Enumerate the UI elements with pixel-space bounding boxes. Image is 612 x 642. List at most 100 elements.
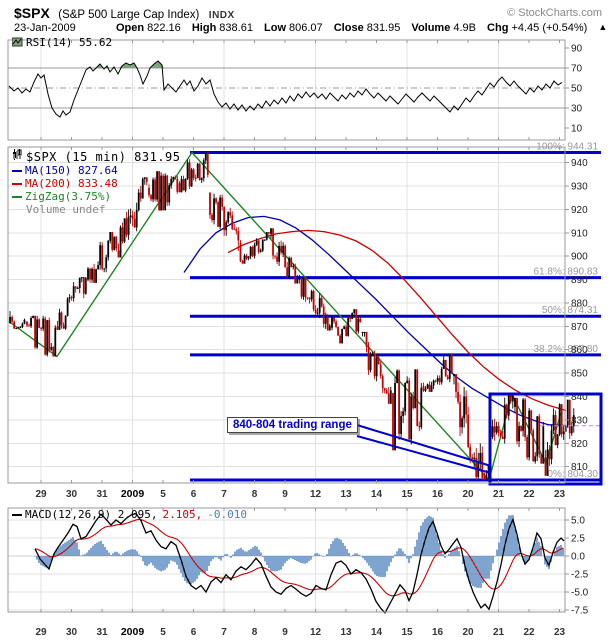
candle-body <box>176 178 179 192</box>
macd-histogram-bar <box>474 556 476 587</box>
macd-histogram-bar <box>502 528 504 556</box>
candle-body <box>345 326 348 336</box>
candle-body <box>44 318 47 355</box>
candle-body <box>135 210 138 228</box>
candle-body <box>186 162 189 179</box>
candle-body <box>123 218 126 242</box>
candle-body <box>361 331 364 333</box>
candle-body <box>465 396 468 415</box>
candle-body <box>335 321 337 327</box>
macd-histogram-bar <box>298 556 300 563</box>
up-triangle-icon: ▲ <box>598 22 608 32</box>
price-x-label: 9 <box>282 489 288 500</box>
candle-body <box>243 255 246 264</box>
candle-body <box>84 278 87 294</box>
macd-histogram-bar <box>538 541 540 556</box>
rsi-panel-background <box>8 40 565 140</box>
macd-histogram-bar <box>188 556 190 584</box>
price-x-label: 23 <box>554 489 566 500</box>
candle-body <box>209 192 211 215</box>
candle-body <box>322 306 325 324</box>
trading-range-annotation: 840-804 trading range <box>227 417 358 433</box>
candle-body <box>503 404 506 439</box>
candle-body <box>570 426 573 434</box>
candle-body <box>172 177 175 180</box>
candle-body <box>353 309 356 313</box>
macd-histogram-bar <box>288 556 290 560</box>
macd-histogram-bar <box>424 519 426 556</box>
macd-histogram-bar <box>544 556 546 565</box>
candle-body <box>396 370 398 384</box>
macd-histogram-bar <box>460 555 462 557</box>
macd-x-label: 21 <box>493 627 505 638</box>
candle-body <box>93 268 95 283</box>
candle-body <box>56 326 59 330</box>
macd-histogram-bar <box>320 555 322 556</box>
macd-histogram-bar <box>508 515 510 556</box>
candle-body <box>312 291 315 310</box>
candle-body <box>422 385 425 391</box>
macd-tick-label: 0.0 <box>571 552 585 563</box>
candle-body <box>475 457 478 477</box>
macd-histogram-bar <box>404 553 406 556</box>
macd-histogram-bar <box>358 554 360 556</box>
candle-body <box>333 317 335 322</box>
candle-body <box>381 376 384 389</box>
candle-body <box>455 374 457 392</box>
candle-body <box>471 457 474 459</box>
candle-body <box>367 346 370 371</box>
macd-histogram-bar <box>204 556 206 574</box>
macd-histogram-bar <box>124 551 126 556</box>
macd-histogram-bar <box>304 556 306 564</box>
candle-body <box>204 152 207 161</box>
macd-panel-border <box>7 507 566 613</box>
macd-histogram-bar <box>172 556 174 562</box>
candle-body <box>280 245 283 253</box>
candle-body <box>78 278 81 288</box>
macd-histogram-bar <box>480 556 482 588</box>
candle-body <box>247 256 250 259</box>
candle-body <box>292 265 295 268</box>
candle-body <box>479 452 482 463</box>
candle-body <box>50 347 53 350</box>
macd-histogram-bar <box>116 551 118 556</box>
macd-histogram-bar <box>74 539 76 556</box>
macd-histogram-bar <box>230 556 232 558</box>
candle-body <box>511 396 514 402</box>
candle-body <box>36 319 39 348</box>
macd-histogram-bar <box>346 549 348 556</box>
macd-histogram-bar <box>532 548 534 556</box>
candle-body <box>184 178 187 191</box>
macd-histogram-bar <box>106 549 108 556</box>
macd-histogram-bar <box>192 556 194 583</box>
macd-histogram-bar <box>542 555 544 557</box>
candle-body <box>150 195 152 200</box>
candle-body <box>483 474 486 480</box>
macd-x-label: 31 <box>96 627 108 638</box>
candle-body <box>457 391 459 402</box>
macd-histogram-bar <box>164 556 166 570</box>
macd-histogram-bar <box>370 556 372 569</box>
candle-body <box>152 179 154 200</box>
candle-body <box>170 179 173 186</box>
candle-body <box>66 298 69 316</box>
candle-body <box>137 192 140 211</box>
candle-body <box>219 197 222 227</box>
macd-histogram-bar <box>120 555 122 556</box>
macd-tick-label: -2.5 <box>571 570 589 581</box>
macd-histogram-bar <box>438 542 440 556</box>
macd-histogram-bar <box>312 556 314 557</box>
trading-range-box <box>488 392 603 486</box>
candle-body <box>121 227 124 242</box>
candle-body <box>68 297 71 299</box>
candle-body <box>550 430 553 460</box>
macd-histogram-bar <box>240 547 242 556</box>
macd-histogram-bar <box>190 556 192 585</box>
macd-histogram-bar <box>144 556 146 566</box>
macd-histogram-bar <box>112 553 114 556</box>
candle-body <box>546 449 549 476</box>
candle-body <box>572 415 575 427</box>
macd-histogram-bar <box>142 556 144 562</box>
macd-histogram-bar <box>104 547 106 556</box>
macd-histogram-bar <box>396 551 398 556</box>
